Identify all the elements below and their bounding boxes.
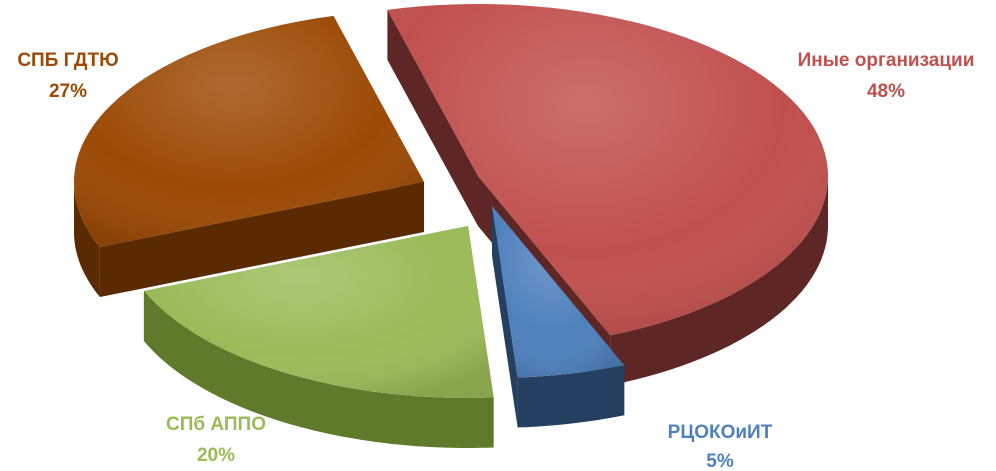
label-rcoko-value: 5% (706, 451, 734, 471)
slice-side (143, 291, 494, 448)
label-appo-name: СПб АППО (166, 414, 266, 435)
slice-top-shine (492, 206, 625, 378)
label-gdtyu-value: 27% (49, 81, 87, 102)
slice-wall (492, 206, 518, 428)
pie-slices (74, 4, 828, 448)
label-inye-name: Иные организации (798, 50, 975, 71)
label-appo-value: 20% (197, 445, 235, 466)
label-gdtyu-name: СПБ ГДТЮ (17, 50, 118, 71)
slice-side (610, 178, 828, 386)
slice-rcokoiit (492, 206, 625, 428)
slice-wall (99, 182, 424, 297)
slice-inye-organizacii (387, 4, 828, 386)
slice-side (517, 365, 625, 428)
slice-spb-appo (143, 226, 494, 448)
label-rcoko-name: РЦОКОиИТ (668, 422, 773, 443)
slice-top-shine (143, 226, 494, 398)
label-inye-value: 48% (867, 81, 905, 102)
slice-side (74, 179, 100, 297)
slice-top-shine (74, 15, 424, 247)
slice-top-shine (387, 4, 828, 336)
slice-spb-gdtyu (74, 15, 424, 297)
slice-wall (387, 9, 478, 226)
